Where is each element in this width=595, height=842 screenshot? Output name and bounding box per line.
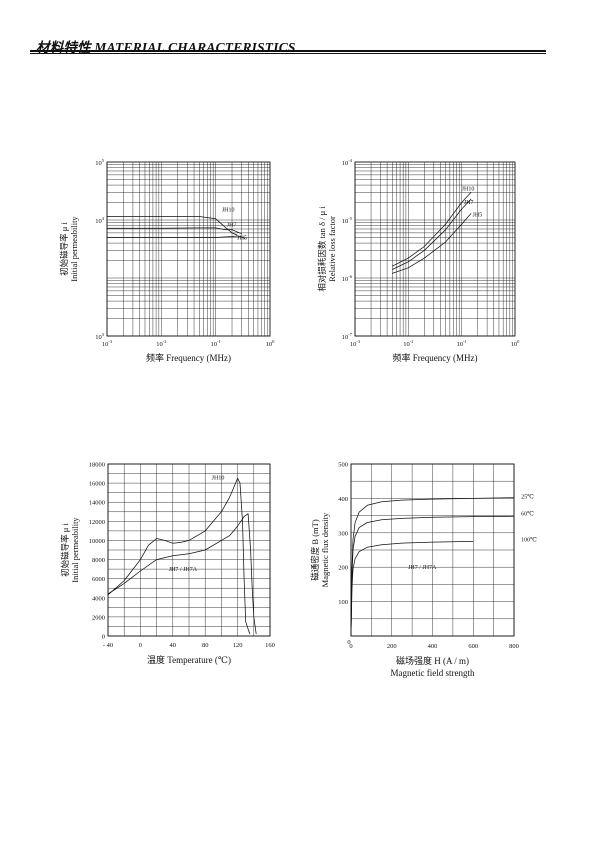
y-tick-label: 10000	[89, 538, 105, 545]
series-line	[392, 213, 472, 274]
x-tick-label: 100	[266, 339, 276, 348]
x-tick-label: 800	[509, 643, 519, 650]
y-tick-label: 4000	[92, 595, 105, 602]
x-tick-label: 10-3	[102, 339, 113, 348]
y-tick-label: 16000	[89, 481, 105, 488]
series-label: JH10	[462, 187, 475, 193]
x-tick-label: 160	[265, 642, 275, 649]
x-tick-label: 400	[428, 643, 438, 650]
perm-freq-grid	[106, 162, 270, 337]
x-tick-label: 10-1	[457, 339, 467, 348]
y-axis-label-cn: 相对损耗因数 tan δ / μ i	[317, 206, 327, 292]
x-axis-label: 频率 Frequency (MHz)	[146, 352, 231, 363]
series-line	[107, 216, 238, 236]
loss-freq-frame	[354, 161, 516, 337]
series-line	[107, 513, 257, 635]
loss-freq-grid	[354, 162, 515, 337]
series-line	[107, 477, 251, 635]
y-tick-label: 100	[338, 599, 348, 606]
series-line	[350, 515, 515, 637]
origin-label: 0	[347, 639, 350, 646]
bh-curve-frame	[350, 463, 515, 637]
x-tick-label: 10-2	[403, 339, 413, 348]
header-rule	[30, 50, 546, 52]
y-tick-label: 2000	[92, 614, 105, 621]
series-label: JH7 / JH7A	[408, 565, 437, 571]
x-tick-label: 10-1	[211, 339, 221, 348]
x-tick-label: 200	[387, 643, 397, 650]
series-line	[107, 227, 242, 235]
series-label: JH10	[212, 475, 225, 481]
x-tick-label: 0	[349, 643, 352, 650]
y-axis-label-en: Initial permeability	[70, 517, 80, 583]
y-tick-label: 12000	[89, 519, 105, 526]
y-tick-label: 10-5	[342, 216, 353, 225]
series-line	[350, 497, 515, 637]
bh-curve-grid	[350, 463, 515, 637]
series-label: JH7	[227, 222, 237, 228]
y-tick-label: 10-7	[342, 332, 353, 341]
y-tick-label: 103	[95, 332, 105, 341]
perm-temp-group: - 40 0 40 80 120 1600200040006000800010000120…	[60, 462, 275, 666]
x-axis-label: 温度 Temperature (℃)	[147, 654, 231, 665]
y-tick-label: 105	[95, 158, 105, 167]
y-axis-label-en: Relative loss factor	[327, 216, 337, 282]
y-tick-label: 200	[338, 565, 348, 572]
series-label: 100℃	[521, 536, 537, 543]
x-axis-label: 频率 Frequency (MHz)	[393, 352, 478, 363]
y-axis-label-en: Magnetic flux density	[320, 512, 330, 587]
series-label: JH5	[237, 236, 247, 242]
y-axis-label-cn: 磁通密度 B (mT)	[310, 519, 320, 581]
y-tick-label: 300	[338, 530, 348, 537]
perm-temp-frame	[107, 463, 271, 637]
series-line	[392, 192, 472, 267]
x-tick-label: 100	[511, 339, 521, 348]
perm-freq-group: 10-3 10-2 10-1 100 103 104 105 频率 Frequency (MH…	[59, 158, 275, 363]
x-tick-label: 10-2	[156, 339, 166, 348]
perm-temp-grid	[107, 463, 271, 637]
series-label: JH7	[464, 200, 474, 206]
y-tick-label: 500	[338, 462, 348, 469]
series-label: 60℃	[521, 511, 534, 518]
series-line	[350, 541, 474, 637]
x-tick-label: 0	[139, 642, 142, 649]
bh-curve-group: 0 200 400 600 800 100 200 300 400 500 0 磁场强度 H (A /…	[310, 462, 537, 679]
x-tick-label: 80	[202, 642, 209, 649]
loss-freq-group: 10-3 10-2 10-1 100 10-7 10-6 10-5 10-4 频率 Freque…	[317, 158, 520, 363]
series-line	[392, 198, 472, 270]
x-axis-label-en: Magnetic field strength	[391, 668, 475, 678]
y-axis-label-en: Initial permeability	[69, 216, 79, 282]
y-tick-label: 10-4	[342, 158, 353, 167]
y-axis-label-cn: 初始磁导率 μ i	[60, 523, 70, 577]
y-tick-label: 8000	[92, 557, 105, 564]
perm-freq-frame	[106, 161, 271, 337]
y-tick-label: 0	[102, 634, 105, 641]
y-tick-label: 14000	[89, 500, 105, 507]
x-tick-label: 600	[468, 643, 478, 650]
y-axis-label-cn: 初始磁导率 μ i	[59, 222, 69, 276]
y-tick-label: 18000	[89, 462, 105, 469]
series-line	[107, 235, 246, 239]
series-label: JH10	[222, 208, 235, 214]
x-tick-label: 10-3	[350, 339, 361, 348]
x-tick-label: - 40	[103, 642, 113, 649]
x-tick-label: 120	[233, 642, 243, 649]
series-label: JH5	[473, 212, 483, 218]
series-label: 25℃	[521, 493, 534, 500]
header-rule-thin	[30, 53, 546, 54]
y-tick-label: 6000	[92, 576, 105, 583]
y-tick-label: 400	[338, 496, 348, 503]
x-axis-label: 磁场强度 H (A / m)	[396, 655, 469, 666]
y-tick-label: 104	[95, 216, 105, 225]
y-tick-label: 10-6	[342, 274, 353, 283]
x-tick-label: 40	[170, 642, 177, 649]
series-label: JH7 / JH7A	[169, 567, 198, 573]
